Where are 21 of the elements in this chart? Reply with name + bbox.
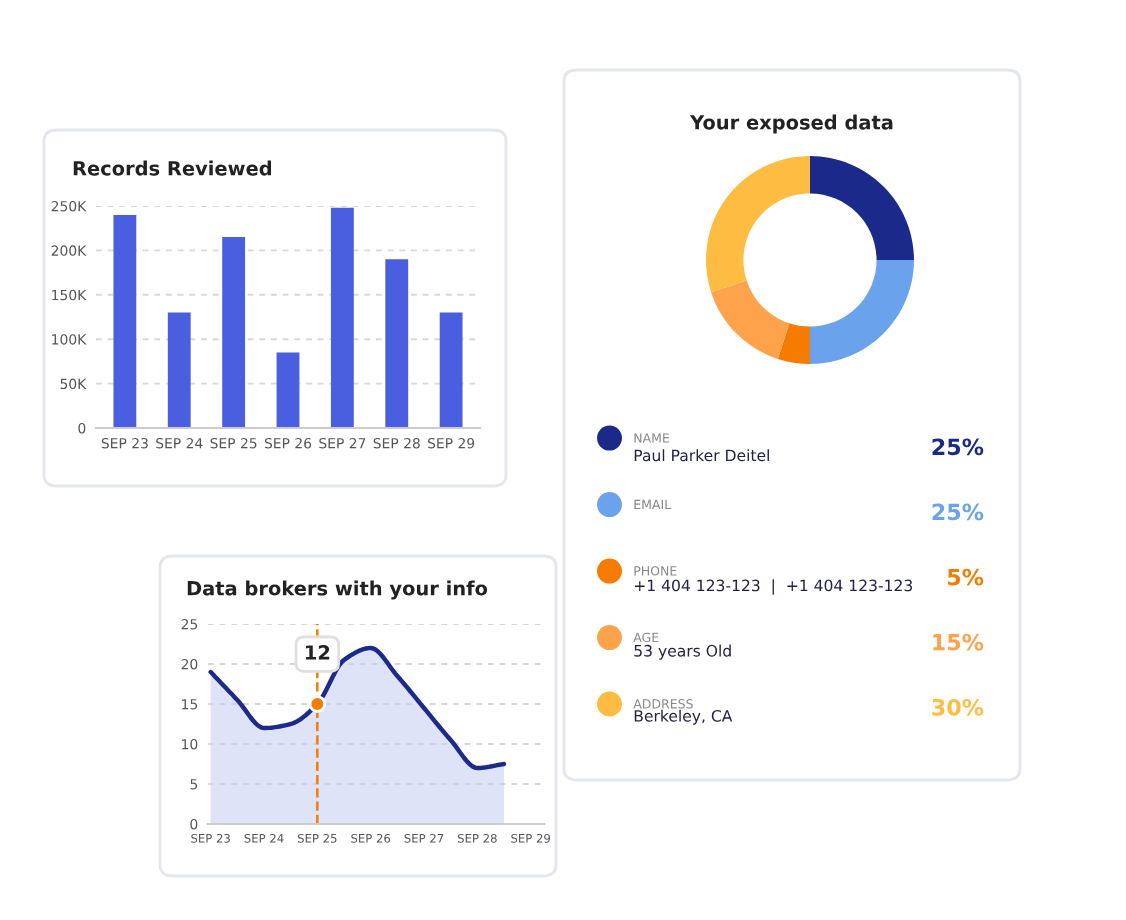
bar xyxy=(167,312,191,428)
donut-slice xyxy=(711,280,790,359)
bar xyxy=(439,312,463,428)
bar xyxy=(330,207,354,428)
bar xyxy=(385,259,409,428)
data-label: 25% xyxy=(932,438,984,456)
bar xyxy=(222,237,246,428)
bar xyxy=(276,352,300,428)
donut-slice xyxy=(810,260,914,364)
data-label: 5% xyxy=(947,568,984,586)
chart-title: Data brokers with your info xyxy=(187,580,488,600)
donut-slice xyxy=(810,156,914,260)
annotation: 12 xyxy=(306,645,330,660)
donut-slice xyxy=(777,323,810,364)
data-label: 25% xyxy=(932,503,984,521)
data-label: 15% xyxy=(933,633,984,651)
chart-title: Records Reviewed xyxy=(73,160,272,176)
bar xyxy=(113,214,137,428)
data-label: 30% xyxy=(932,698,984,716)
donut-slice xyxy=(706,156,810,293)
chart-title: Your exposed data xyxy=(689,114,893,134)
